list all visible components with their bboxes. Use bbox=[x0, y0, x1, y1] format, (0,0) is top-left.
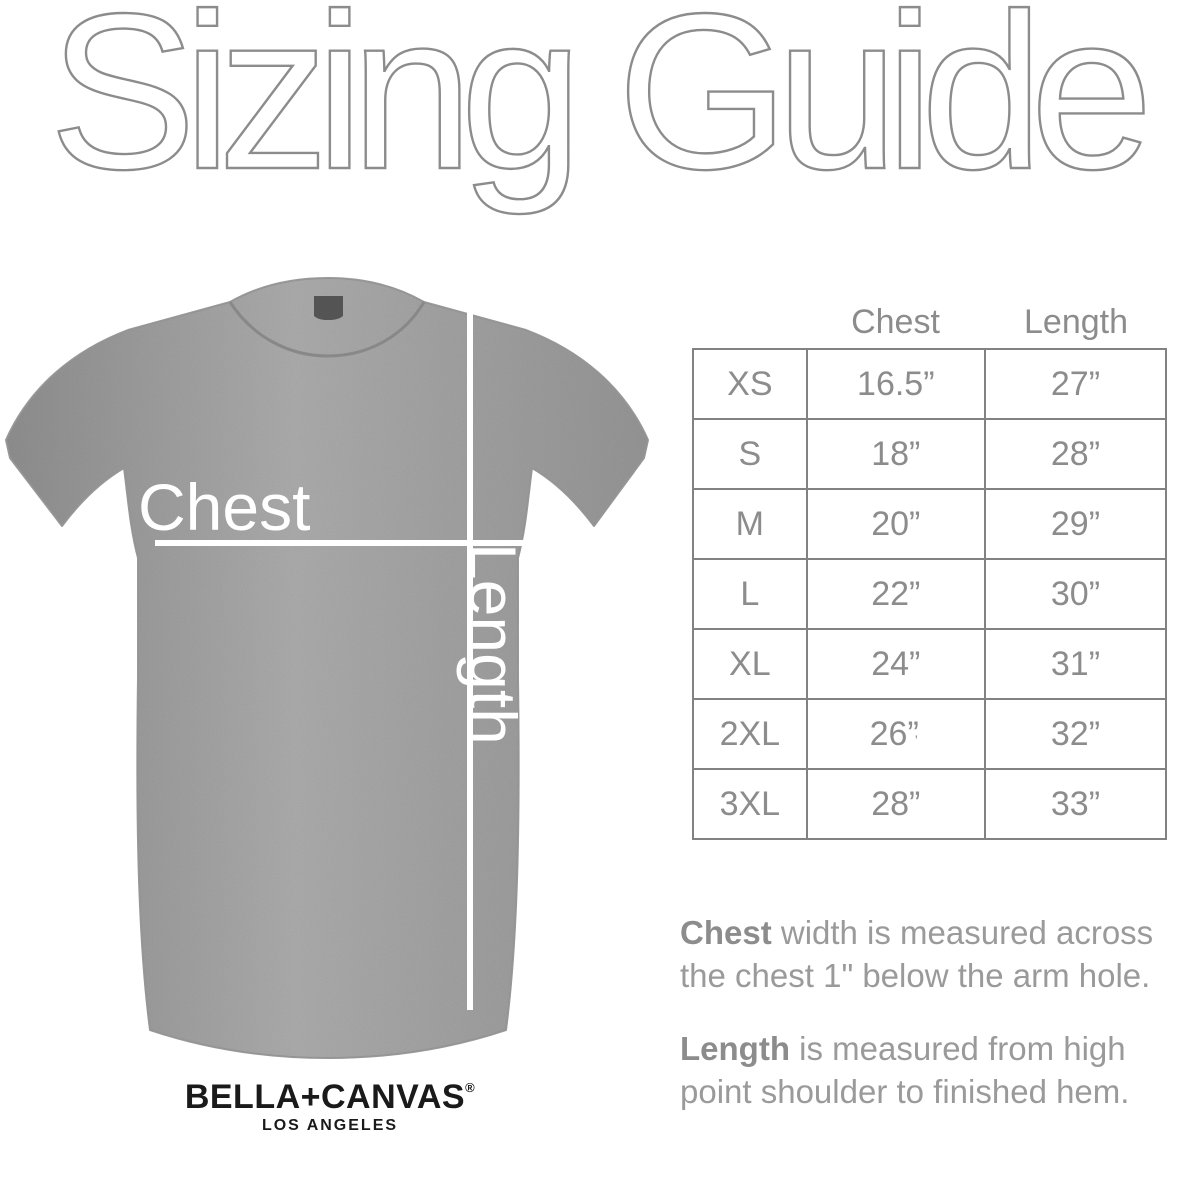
svg-text:Sizing Guide: Sizing Guide bbox=[49, 0, 1144, 216]
svg-text:Length: Length bbox=[456, 543, 530, 745]
svg-text:Chest: Chest bbox=[138, 470, 310, 544]
